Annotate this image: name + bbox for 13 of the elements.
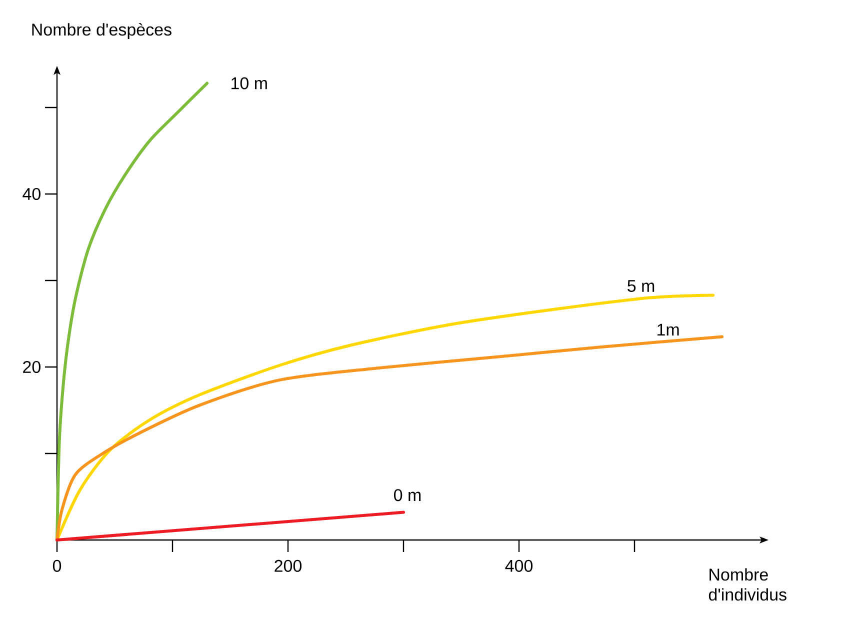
line-series [56,294,715,542]
series-label: 5 m [628,280,654,292]
series-label: 1m [658,324,679,336]
y-axis-title: Nombre d'espèces [32,22,172,40]
y-tick-label: 40 [22,188,40,200]
x-tick-label: 200 [274,560,302,572]
series-label: 10 m [232,77,267,90]
y-tick-label: 20 [23,360,40,374]
x-tick-label: 0 [52,560,62,572]
series-label: 0 m [394,489,421,502]
x-tick-label: 400 [505,560,533,572]
x-axis-title: Nombre d'individus [708,568,786,601]
line-series [56,335,724,542]
